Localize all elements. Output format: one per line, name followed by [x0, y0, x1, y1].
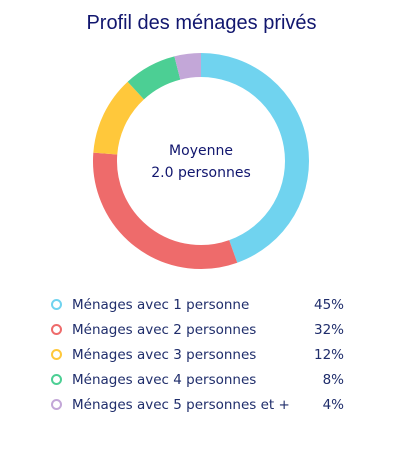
donut-slice-1[interactable] [200, 53, 309, 263]
donut-slice-5[interactable] [174, 53, 202, 80]
chart-title: Profil des ménages privés [86, 12, 317, 34]
donut-slice-2[interactable] [93, 152, 238, 269]
legend-item[interactable]: Ménages avec 2 personnes 32% [51, 317, 351, 342]
legend-label: Ménages avec 3 personnes [72, 346, 257, 363]
legend-label: Ménages avec 5 personnes et + [72, 396, 290, 413]
legend-marker-icon [51, 374, 62, 385]
legend-marker-icon [51, 349, 62, 360]
legend-value: 45% [313, 296, 344, 313]
legend-value: 8% [322, 371, 344, 388]
legend-label: Ménages avec 1 personne [72, 296, 250, 313]
legend: Ménages avec 1 personne 45% Ménages avec 2… [51, 292, 351, 417]
legend-marker-icon [51, 399, 62, 410]
center-label: Moyenne [169, 143, 233, 159]
legend-item[interactable]: Ménages avec 5 personnes et + 4% [51, 392, 351, 417]
legend-value: 12% [313, 346, 344, 363]
center-value: 2.0 personnes [151, 165, 251, 181]
donut-chart [93, 53, 309, 269]
legend-value: 32% [313, 321, 344, 338]
legend-item[interactable]: Ménages avec 1 personne 45% [51, 292, 351, 317]
legend-marker-icon [51, 324, 62, 335]
legend-label: Ménages avec 2 personnes [72, 321, 257, 338]
center-summary: Moyenne 2.0 personnes [101, 140, 301, 184]
legend-label: Ménages avec 4 personnes [72, 371, 257, 388]
legend-marker-icon [51, 299, 62, 310]
legend-item[interactable]: Ménages avec 3 personnes 12% [51, 342, 351, 367]
legend-item[interactable]: Ménages avec 4 personnes 8% [51, 367, 351, 392]
donut-slice-3[interactable] [93, 81, 145, 155]
donut-slice-4[interactable] [127, 56, 181, 100]
legend-value: 4% [322, 396, 344, 413]
